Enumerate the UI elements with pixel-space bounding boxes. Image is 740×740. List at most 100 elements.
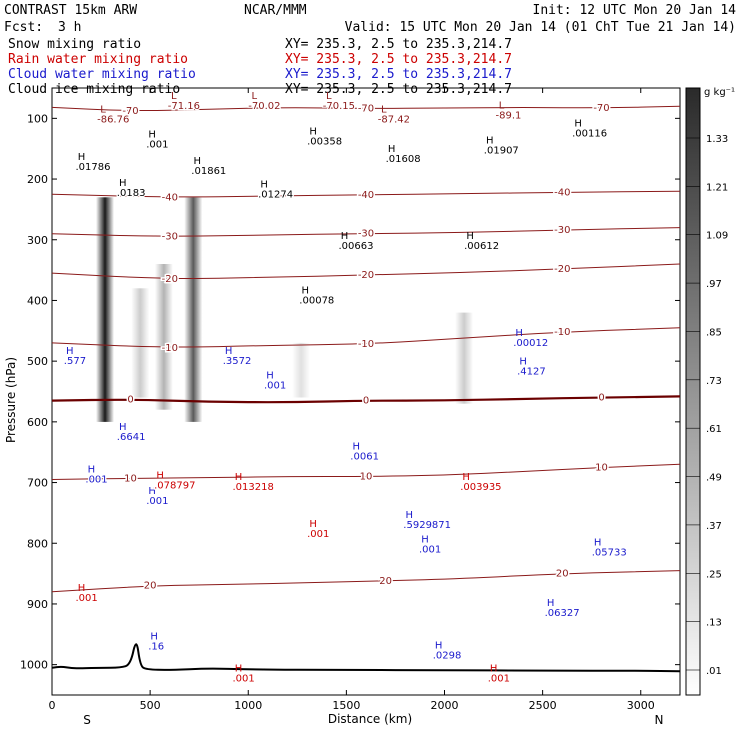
isotherm-label: 20 [379, 576, 392, 587]
y-tick-label: 800 [27, 537, 48, 550]
rain-value-label: .013218 [233, 482, 274, 493]
snow-value-label: .00612 [464, 241, 499, 252]
temp-minimum-label-group: L-86.76L-71.16L-70.02L-70.15 L-87.42L-89.… [96, 91, 523, 127]
y-tick-label: 1000 [20, 659, 48, 672]
cloud-water-value-label-marker: H [225, 346, 233, 357]
legend-cloud-water-xy: XY= 235.3, 2.5 to 235.3,214.7 [285, 67, 512, 82]
temp-minimum-label: -70.15 [323, 101, 355, 112]
y-axis-label: Pressure (hPa) [4, 357, 18, 443]
snow-value-label-marker: H [341, 231, 349, 242]
temp-minimum-label-marker: L [100, 105, 106, 116]
temp-minimum-label: -89.1 [496, 110, 522, 121]
cloud-water-value-label-marker: H [435, 641, 443, 652]
snow-column [154, 264, 173, 410]
cloud-water-value-label: .5929871 [403, 520, 451, 531]
cloud-water-value-label-marker: H [150, 632, 158, 643]
isotherm-line [52, 263, 680, 280]
snow-column [292, 342, 311, 398]
cloud-water-value-label-marker: H [594, 537, 602, 548]
snow-value-label-marker: H [119, 178, 127, 189]
colorbar-tick-label: .97 [706, 279, 722, 290]
x-tick-label: 0 [49, 699, 56, 712]
snow-column [131, 288, 150, 398]
y-tick-label: 600 [27, 416, 48, 429]
isotherm-label: 0 [127, 394, 133, 405]
snow-value-label-marker: H [388, 144, 396, 155]
rain-value-label: .001 [307, 529, 329, 540]
isotherm-label: -30 [554, 225, 570, 236]
isotherm-label: 10 [124, 473, 137, 484]
y-tick-label: 400 [27, 294, 48, 307]
cloud-water-value-label-marker: H [353, 442, 361, 453]
legend-cloud-ice-name: Cloud ice mixing ratio [8, 82, 180, 97]
isotherm-line [52, 227, 680, 237]
snow-value-label-marker: H [309, 127, 317, 138]
y-tick-label: 500 [27, 355, 48, 368]
cloud-water-value-label: .6641 [117, 432, 146, 443]
y-tick-label: 900 [27, 598, 48, 611]
isotherm-line [52, 570, 680, 593]
cloud-water-value-label-marker: H [519, 357, 527, 368]
isotherm-label: -10 [358, 339, 374, 350]
snow-value-label: .01907 [484, 146, 519, 157]
colorbar-tick-label: .49 [706, 473, 722, 484]
cloud-water-value-label: .001 [146, 496, 168, 507]
model-title: CONTRAST 15km ARW [4, 3, 137, 18]
temp-minimum-label: -87.42 [378, 115, 410, 126]
cloud-water-value-label: .001 [264, 381, 286, 392]
isotherm-label: -70 [122, 106, 138, 117]
x-tick-label: 2000 [431, 699, 459, 712]
colorbar-tick-label: .01 [706, 666, 722, 677]
plot-frame [51, 87, 681, 696]
cloud-water-value-label-marker: H [119, 422, 127, 433]
temp-minimum-label: -70.02 [248, 101, 280, 112]
colorbar [685, 87, 701, 696]
valid-time: Valid: 15 UTC Mon 20 Jan 14 (01 ChT Tue … [345, 20, 736, 35]
rain-value-label: .003935 [460, 482, 501, 493]
cloud-water-value-label: .577 [64, 356, 86, 367]
isotherm-label: 10 [595, 462, 608, 473]
y-tick-label: 300 [27, 234, 48, 247]
x-tick-label: 1500 [332, 699, 360, 712]
snow-shading [96, 197, 474, 422]
x-endpoint-north: N [655, 713, 664, 727]
cloud-water-value-label: .05733 [592, 547, 627, 558]
isotherm-label: 20 [556, 569, 569, 580]
snow-column [184, 197, 203, 422]
rain-value-label-marker: H [309, 519, 317, 530]
cloud-water-value-label: .4127 [517, 367, 546, 378]
cloud-water-value-label: .16 [148, 642, 164, 653]
rain-value-label-marker: H [235, 664, 243, 675]
init-time: Init: 12 UTC Mon 20 Jan 14 [533, 3, 737, 18]
legend-rain-name: Rain water mixing ratio [8, 52, 188, 67]
cloud-water-value-label: .0061 [350, 452, 379, 463]
snow-value-label: .01274 [258, 189, 293, 200]
rain-value-label-marker: H [156, 471, 164, 482]
cloud-water-value-label: .3572 [223, 356, 252, 367]
isotherm-label: -40 [162, 192, 178, 203]
isotherm-label: 0 [598, 393, 604, 404]
snow-value-label-marker: H [574, 119, 582, 130]
colorbar-tick-label: .13 [706, 618, 722, 629]
isotherm-label: -30 [358, 229, 374, 240]
snow-value-label: .01861 [191, 166, 226, 177]
x-tick-label: 3000 [627, 699, 655, 712]
temp-minimum-label: -71.16 [168, 101, 200, 112]
fcst-value: 3 h [58, 20, 81, 35]
rain-value-label-marker: H [462, 472, 470, 483]
colorbar-tick-label: 1.21 [706, 182, 728, 193]
colorbar-tick-label: .37 [706, 521, 722, 532]
snow-value-label-marker: H [148, 130, 156, 141]
snow-value-label: .00663 [339, 241, 374, 252]
isotherm-label: -70 [593, 103, 609, 114]
colorbar-tick-label: 1.33 [706, 134, 728, 145]
legend-cloud-ice-xy: XY= 235.3, 2.5 to 235.3,214.7 [285, 82, 512, 97]
snow-column [455, 312, 474, 404]
isotherm-label: 10 [360, 472, 373, 483]
x-tick-label: 500 [140, 699, 161, 712]
colorbar-tick-label: .61 [706, 424, 722, 435]
x-axis-label: Distance (km) [328, 712, 412, 726]
snow-value-label-marker: H [486, 136, 494, 147]
temp-minimum-label-marker: L [326, 91, 332, 102]
isotherm-label: 20 [144, 581, 157, 592]
